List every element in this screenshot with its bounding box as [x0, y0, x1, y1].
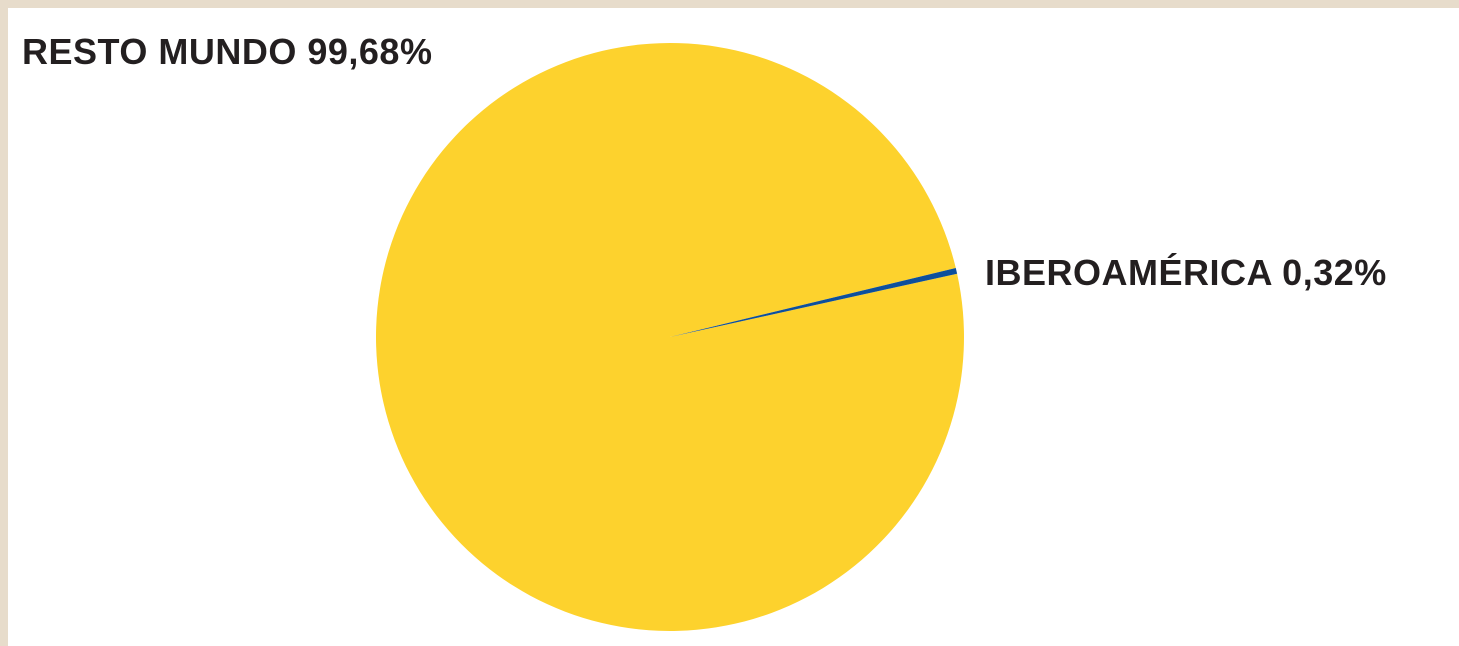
- slice-label-iberoamerica: IBEROAMÉRICA 0,32%: [985, 252, 1387, 293]
- pie-slice-iberoamerica: [670, 267, 958, 337]
- pie-slice-resto-mundo: [375, 42, 965, 631]
- slice-label-resto-mundo: RESTO MUNDO 99,68%: [22, 31, 432, 72]
- pie-slices: [375, 42, 965, 631]
